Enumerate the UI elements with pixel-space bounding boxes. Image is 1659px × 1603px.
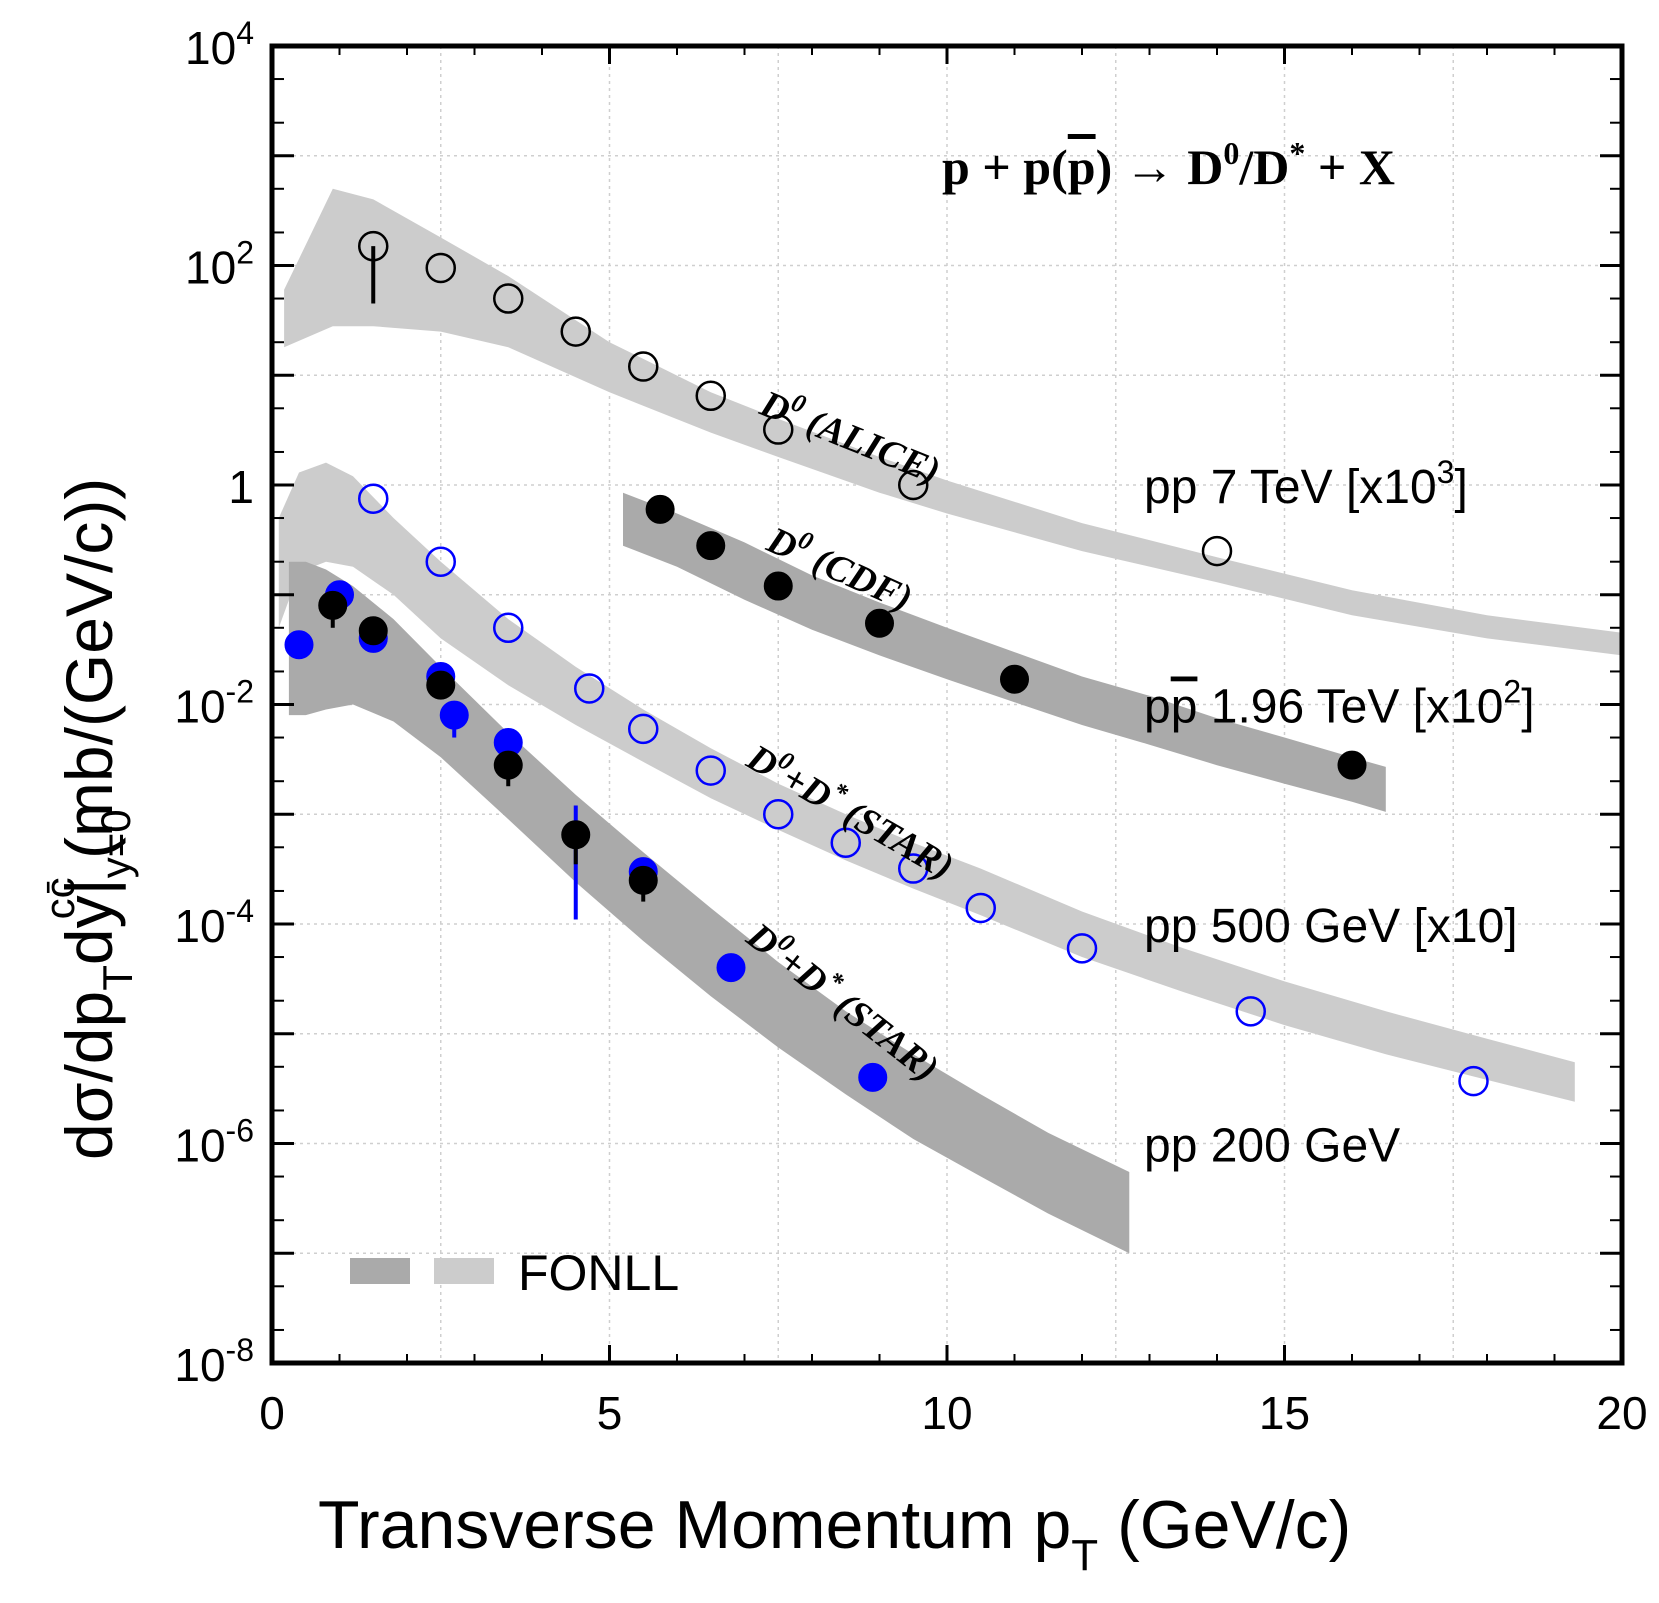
data-point [763, 414, 794, 445]
data-point [358, 230, 389, 262]
y-tick-exp: -4 [226, 893, 254, 929]
data-point [898, 469, 929, 501]
y-tick-base: 10 [174, 1120, 225, 1172]
title-part-a: p + p( [942, 139, 1068, 195]
data-point [493, 750, 523, 780]
title-part-c: /D [1238, 139, 1289, 195]
data-point [628, 351, 659, 382]
title-pbar: p [1068, 139, 1096, 195]
y-tick-base: 10 [185, 242, 236, 294]
y-tick-base: 1 [228, 461, 254, 513]
data-point [695, 755, 726, 786]
y-axis-label: dσ/dpTdy|y=0cc̄ (mb/(GeV/c)) [36, 478, 141, 1160]
energy-labels: pp 7 TeV [x103] pp 1.96 TeV [x102] pp 500 … [1144, 454, 1535, 1173]
data-point [561, 820, 591, 850]
data-point [695, 380, 726, 412]
fonll-band-2 [623, 492, 1386, 812]
data-point [493, 283, 524, 314]
x-axis-label-sub: T [1071, 1531, 1098, 1580]
data-point [716, 953, 746, 983]
x-tick-label: 15 [1259, 1387, 1310, 1439]
x-axis-label: Transverse Momentum pT (GeV/c) [318, 1487, 1351, 1580]
x-axis-label-main: Transverse Momentum p [318, 1487, 1071, 1563]
data-point [1458, 1065, 1489, 1097]
y-label-sub-t: T [94, 965, 141, 991]
data-point [830, 827, 861, 858]
data-point [426, 670, 456, 700]
data-point [858, 1062, 888, 1092]
energy-label: pp 7 TeV [x103] [1144, 454, 1468, 514]
y-label-b: dy| [52, 878, 126, 965]
data-point [763, 799, 794, 830]
data-point [696, 531, 726, 561]
fonll-band-3 [278, 462, 1575, 1102]
y-tick-label: 104 [185, 15, 254, 74]
y-label-a: dσ/dp [52, 991, 126, 1160]
energy-label: pp 200 GeV [1144, 1120, 1400, 1173]
data-point [284, 630, 314, 660]
y-tick-label: 10-6 [174, 1113, 254, 1172]
data-point [865, 608, 894, 638]
x-tick-label: 20 [1596, 1387, 1647, 1439]
data-point [493, 612, 524, 644]
data-point [425, 252, 456, 284]
title-part-b: ) → D [1096, 139, 1224, 195]
y-tick-exp: -6 [226, 1113, 254, 1149]
legend-swatch-light [434, 1258, 494, 1284]
data-point [1337, 750, 1367, 780]
title-sup-0: 0 [1223, 135, 1239, 171]
y-tick-base: 10 [174, 1339, 225, 1391]
y-tick-label: 10-4 [174, 893, 254, 952]
y-label-c: (mb/(GeV/c)) [52, 478, 126, 878]
data-point [763, 571, 793, 601]
data-point [358, 483, 389, 514]
y-tick-label: 10-2 [174, 674, 254, 733]
energy-label: pp 1.96 TeV [x102] [1144, 674, 1535, 734]
y-tick-base: 10 [185, 22, 236, 74]
y-tick-exp: -8 [226, 1332, 254, 1368]
title-part-d: + X [1305, 139, 1395, 195]
fonll-band-1 [284, 188, 1623, 656]
data-point [1066, 933, 1098, 964]
x-tick-label: 10 [921, 1387, 972, 1439]
y-tick-label: 10-8 [174, 1332, 254, 1391]
data-point [645, 494, 675, 524]
y-tick-base: 10 [174, 900, 225, 952]
data-point [425, 546, 456, 577]
energy-label: pp 500 GeV [x10] [1144, 900, 1518, 953]
title-sup-star: * [1289, 135, 1305, 171]
data-point [358, 616, 388, 646]
data-point [628, 865, 658, 895]
data-point [560, 316, 591, 347]
data-point [965, 892, 996, 924]
data-point [1000, 664, 1029, 694]
y-tick-exp: -2 [226, 674, 254, 710]
data-point [574, 673, 605, 704]
y-label-sup-cc: cc̄ [36, 877, 83, 919]
x-axis-label-tail: (GeV/c) [1098, 1487, 1351, 1563]
legend-swatch-dark [350, 1258, 410, 1284]
y-tick-exp: 4 [236, 15, 254, 51]
legend: FONLL [350, 1245, 679, 1301]
data-point [439, 700, 469, 730]
y-tick-label: 102 [185, 235, 254, 294]
data-point [898, 853, 929, 884]
chart-title: p + p(p) → D0/D* + X [942, 135, 1395, 195]
axis-ticks [272, 44, 1622, 1365]
legend-label: FONLL [518, 1245, 679, 1301]
y-label-sub-y: y=0 [92, 809, 139, 878]
y-tick-exp: 2 [236, 235, 254, 271]
data-point [1201, 535, 1233, 567]
y-tick-label: 1 [228, 461, 254, 513]
data-points [284, 230, 1489, 1097]
data-point [1235, 996, 1266, 1027]
y-tick-base: 10 [174, 681, 225, 733]
data-point [318, 590, 348, 620]
data-point [628, 713, 659, 745]
x-tick-label: 0 [259, 1387, 285, 1439]
x-tick-label: 5 [597, 1387, 623, 1439]
